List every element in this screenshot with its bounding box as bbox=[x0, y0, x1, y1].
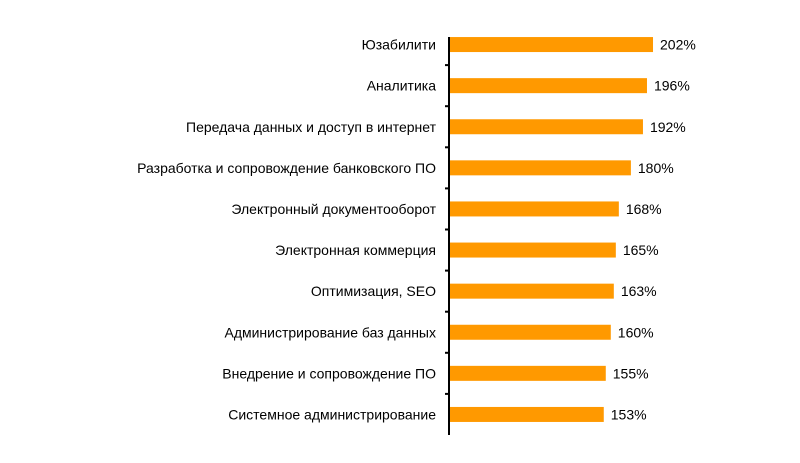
category-label: Разработка и сопровождение банковского П… bbox=[137, 160, 436, 176]
bar-9 bbox=[450, 406, 604, 422]
value-label: 163% bbox=[621, 283, 657, 299]
category-label: Аналитика bbox=[367, 78, 437, 94]
category-label: Системное администрирование bbox=[228, 406, 436, 422]
value-label: 165% bbox=[623, 242, 659, 258]
bar-7 bbox=[450, 324, 611, 340]
value-label: 196% bbox=[654, 78, 690, 94]
bar-4 bbox=[450, 201, 619, 217]
bar-8 bbox=[450, 365, 606, 381]
bar-2 bbox=[450, 119, 643, 135]
category-label: Электронный документооборот bbox=[231, 201, 436, 217]
category-label: Электронная коммерция bbox=[275, 242, 436, 258]
value-label: 168% bbox=[626, 201, 662, 217]
category-label: Оптимизация, SEO bbox=[311, 283, 436, 299]
category-label: Внедрение и сопровождение ПО bbox=[222, 365, 436, 381]
bar-6 bbox=[450, 283, 614, 299]
category-label: Юзабилити bbox=[362, 37, 436, 53]
bar-5 bbox=[450, 242, 616, 258]
value-label: 160% bbox=[618, 324, 654, 340]
bar-0 bbox=[450, 37, 654, 53]
value-label: 202% bbox=[660, 37, 696, 53]
value-label: 153% bbox=[611, 406, 647, 422]
bar-1 bbox=[450, 78, 647, 94]
value-label: 155% bbox=[613, 365, 649, 381]
bar-3 bbox=[450, 160, 631, 176]
category-label: Передача данных и доступ в интернет bbox=[186, 119, 437, 135]
value-label: 192% bbox=[650, 119, 686, 135]
category-label: Администрирование баз данных bbox=[224, 324, 436, 340]
value-label: 180% bbox=[638, 160, 674, 176]
